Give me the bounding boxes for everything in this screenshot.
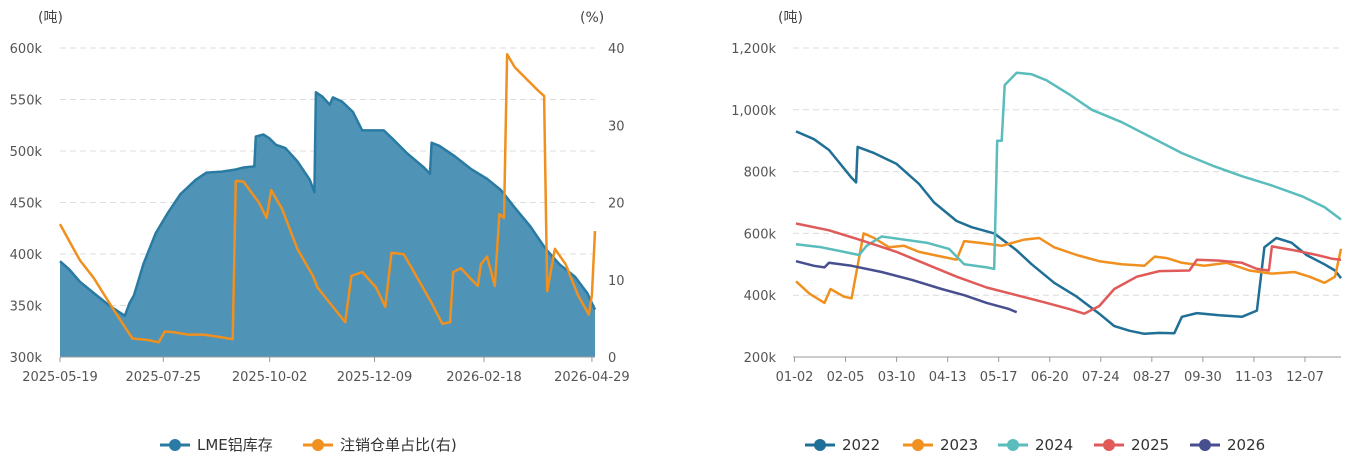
series-line-2026 <box>795 259 1018 314</box>
right-chart-left-unit: (吨) <box>778 10 803 26</box>
left-chart-right-unit: (%) <box>580 10 604 26</box>
left-chart-y-tick-label: 300k <box>10 351 43 366</box>
left-chart-y-tick-label: 500k <box>10 145 43 160</box>
right-chart-y-tick-label: 400k <box>744 289 777 304</box>
left-chart-x-tick-label: 2025-05-19 <box>22 370 98 385</box>
left-chart-y2-tick-label: 0 <box>608 351 616 366</box>
left-legend-swatch-marker <box>312 439 324 451</box>
left-chart-x-tick-label: 2025-12-09 <box>337 370 413 385</box>
right-chart-x-tick-label: 09-30 <box>1184 370 1222 385</box>
right-chart-x-tick-label: 05-17 <box>980 370 1018 385</box>
right-legend-swatch-marker <box>814 439 826 451</box>
left-chart-y2-tick-label: 10 <box>608 274 625 289</box>
left-chart-x-tick-label: 2025-07-25 <box>126 370 202 385</box>
right-chart-y-tick-label: 200k <box>744 351 777 366</box>
left-chart-y2-tick-label: 20 <box>608 197 625 212</box>
left-chart-y-tick-label: 450k <box>10 197 43 212</box>
right-legend-swatch-marker <box>1199 439 1211 451</box>
right-chart-y-tick-label: 600k <box>744 227 777 242</box>
left-chart-y2-tick-label: 40 <box>608 42 625 57</box>
series-line-2025 <box>795 222 1342 315</box>
right-legend-label: 2026 <box>1227 436 1265 454</box>
right-chart-y-tick-label: 1,200k <box>731 42 776 57</box>
left-chart-y2-tick-label: 30 <box>608 119 625 134</box>
left-legend-swatch-marker <box>169 439 181 451</box>
right-chart-x-tick-label: 01-02 <box>776 370 814 385</box>
left-chart-y-tick-label: 550k <box>10 94 43 109</box>
left-chart-x-tick-label: 2025-10-02 <box>232 370 308 385</box>
left-chart-x-tick-label: 2026-02-18 <box>446 370 522 385</box>
series-line-2024 <box>795 71 1342 271</box>
left-chart-y-tick-label: 400k <box>10 248 43 263</box>
right-chart-x-tick-label: 02-05 <box>827 370 865 385</box>
right-chart-x-tick-label: 08-27 <box>1133 370 1171 385</box>
lme-inventory-series-line <box>59 91 597 318</box>
right-legend-label: 2022 <box>842 436 880 454</box>
series-line-2022 <box>795 130 1342 336</box>
cancelled-warrant-ratio-series-line <box>58 52 597 344</box>
right-legend-swatch-marker <box>1007 439 1019 451</box>
right-chart-y-tick-label: 800k <box>744 166 777 181</box>
right-legend-swatch-marker <box>1103 439 1115 451</box>
right-chart-x-tick-label: 03-10 <box>878 370 916 385</box>
right-chart-x-tick-label: 12-07 <box>1286 370 1324 385</box>
left-legend-label: LME铝库存 <box>197 436 273 454</box>
lme-inventory-area-fill <box>60 92 595 358</box>
right-chart-y-tick-label: 1,000k <box>731 104 776 119</box>
right-chart-x-tick-label: 07-24 <box>1082 370 1120 385</box>
left-chart-y-tick-label: 600k <box>10 42 43 57</box>
right-chart-x-tick-label: 04-13 <box>929 370 967 385</box>
right-legend-label: 2025 <box>1131 436 1169 454</box>
left-chart-y-tick-label: 350k <box>10 300 43 315</box>
right-chart-x-tick-label: 11-03 <box>1235 370 1273 385</box>
left-chart-x-tick-label: 2026-04-29 <box>554 370 630 385</box>
right-legend-swatch-marker <box>912 439 924 451</box>
left-chart-left-unit: (吨) <box>38 10 63 26</box>
left-legend-label: 注销仓单占比(右) <box>340 436 457 454</box>
right-legend-label: 2024 <box>1035 436 1073 454</box>
right-legend-label: 2023 <box>940 436 978 454</box>
right-chart-x-tick-label: 06-20 <box>1031 370 1069 385</box>
